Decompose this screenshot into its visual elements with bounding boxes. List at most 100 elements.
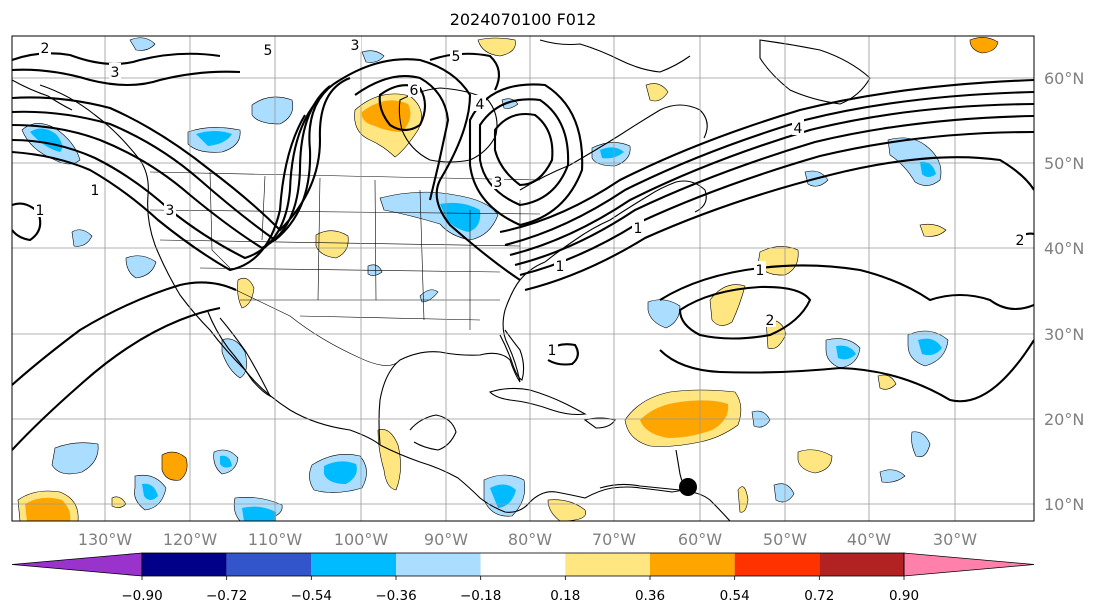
anomaly-negative-blob bbox=[911, 431, 931, 458]
contour-label: 3 bbox=[111, 65, 120, 81]
colorbar-segment bbox=[142, 553, 227, 576]
alaska-coast bbox=[12, 79, 73, 111]
latitude-labels: 60°N 50°N 40°N 30°N 20°N 10°N bbox=[1044, 69, 1084, 514]
longitude-label: 110°W bbox=[248, 530, 303, 549]
contour-label: 1 bbox=[634, 221, 643, 237]
contour-label-background bbox=[89, 181, 101, 197]
contour-label: 3 bbox=[351, 38, 360, 54]
contour-label: 3 bbox=[494, 175, 503, 191]
contour-label: 4 bbox=[476, 97, 485, 113]
anomaly-positive-blob bbox=[737, 486, 749, 513]
contour-line bbox=[499, 78, 1034, 234]
colorbar-tick-label: 0.18 bbox=[550, 588, 580, 604]
colorbar-outline bbox=[141, 552, 905, 577]
contour-line bbox=[493, 113, 554, 187]
contour-label-background bbox=[764, 311, 776, 327]
latitude-label: 20°N bbox=[1044, 410, 1084, 429]
contour-line bbox=[524, 156, 1034, 292]
anomaly-negative-blob bbox=[129, 37, 156, 51]
contour-label: 5 bbox=[452, 49, 461, 65]
colorbar-segment bbox=[311, 553, 396, 576]
contour-label: 2 bbox=[766, 313, 775, 329]
contours bbox=[12, 52, 1034, 451]
florida bbox=[499, 329, 525, 381]
contour-line bbox=[678, 285, 812, 340]
contour-line bbox=[12, 114, 306, 272]
colorbar-tick-label: 0.90 bbox=[889, 588, 919, 604]
anomaly-negative-core bbox=[490, 484, 516, 508]
latitude-label: 50°N bbox=[1044, 154, 1084, 173]
colorbar-segment bbox=[734, 553, 820, 576]
anomaly-negative-core bbox=[142, 483, 158, 500]
anomaly-negative-core bbox=[196, 131, 232, 146]
anomaly-negative-core bbox=[920, 161, 936, 177]
contour-label-background bbox=[546, 341, 558, 357]
anomaly-positive-blob bbox=[161, 451, 188, 481]
anomaly-positive-blob bbox=[547, 499, 586, 521]
central-america bbox=[379, 444, 693, 513]
anomaly-negative-blob bbox=[251, 96, 294, 125]
contour-label-background bbox=[492, 173, 504, 189]
latitude-label: 60°N bbox=[1044, 69, 1084, 88]
colorbar-extend-high bbox=[903, 552, 1035, 577]
anomaly-negative-core bbox=[918, 338, 942, 356]
longitude-label: 120°W bbox=[163, 530, 218, 549]
contour-line bbox=[468, 83, 584, 227]
anomaly-negative-blob bbox=[419, 289, 439, 303]
anomaly-positive-blob bbox=[315, 230, 349, 259]
contour-line bbox=[659, 264, 1034, 311]
map-title: 2024070100 F012 bbox=[449, 10, 597, 29]
black-dot-icon bbox=[679, 478, 697, 496]
contour-label: 5 bbox=[264, 43, 273, 59]
longitude-label: 30°W bbox=[933, 530, 977, 549]
hispaniola bbox=[583, 417, 616, 429]
colorbar-segment bbox=[396, 553, 481, 576]
colorbar-segment bbox=[819, 553, 904, 576]
colorbar: −0.90 −0.72 −0.54 −0.36 −0.18 0.18 0.36 0.54 0.7… bbox=[11, 552, 1035, 604]
contour-label-background bbox=[39, 39, 51, 55]
anomaly-negative-core bbox=[220, 455, 232, 468]
anomaly-positive-blob bbox=[645, 83, 669, 102]
colorbar-tick-label: 0.36 bbox=[635, 588, 665, 604]
contour-label-background bbox=[450, 47, 462, 63]
anomaly-positive-core bbox=[25, 497, 71, 521]
anomaly-negative-blob bbox=[647, 299, 681, 329]
latitude-label: 40°N bbox=[1044, 239, 1084, 258]
contour-line bbox=[514, 114, 1034, 267]
anomaly-positive-blob bbox=[919, 223, 947, 237]
contour-labels: 2 3 5 3 6 5 4 3 1 1 3 1 2 4 1 1 2 1 bbox=[34, 36, 1026, 359]
hudson-bay bbox=[398, 87, 498, 163]
contour-line bbox=[12, 306, 221, 451]
contour-label: 1 bbox=[756, 263, 765, 279]
contour-line bbox=[12, 202, 42, 242]
contour-line bbox=[547, 343, 579, 366]
contour-label-background bbox=[632, 219, 644, 235]
contour-line bbox=[12, 68, 241, 86]
contour-label: 4 bbox=[794, 121, 803, 137]
contour-label: 1 bbox=[91, 183, 100, 199]
contour-line bbox=[504, 90, 1034, 247]
latitude-label: 10°N bbox=[1044, 495, 1084, 514]
contour-line bbox=[339, 58, 521, 281]
contour-line bbox=[509, 102, 1034, 257]
latitude-label: 30°N bbox=[1044, 325, 1084, 344]
contour-line bbox=[354, 75, 450, 201]
contour-label: 2 bbox=[41, 41, 50, 57]
longitude-label: 100°W bbox=[334, 530, 389, 549]
anomaly-positive-blob bbox=[477, 37, 516, 57]
contour-label-background bbox=[262, 41, 274, 57]
contour-line bbox=[12, 281, 237, 386]
anomaly-positive-blob bbox=[877, 374, 897, 390]
contour-label: 2 bbox=[1016, 233, 1025, 249]
gulf-coast bbox=[378, 261, 546, 446]
contour-line bbox=[659, 339, 1034, 403]
greenland bbox=[759, 39, 871, 105]
colorbar-segment bbox=[565, 553, 650, 576]
anomaly-negative-core bbox=[30, 128, 63, 152]
colorbar-tick-label: −0.54 bbox=[291, 588, 332, 604]
contour-label: 3 bbox=[166, 203, 175, 219]
contour-label-background bbox=[109, 63, 121, 79]
colorbar-tick-label: −0.90 bbox=[121, 588, 162, 604]
contour-line bbox=[12, 77, 351, 232]
contour-line bbox=[429, 52, 501, 91]
